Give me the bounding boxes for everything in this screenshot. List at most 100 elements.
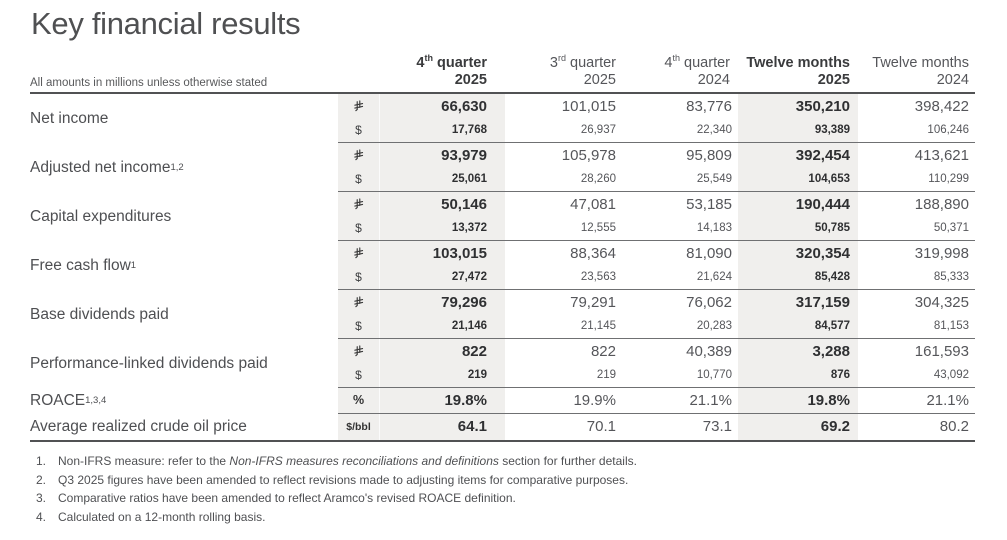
- row-label: Base dividends paid: [30, 305, 169, 323]
- value-cell: 85,333: [933, 271, 969, 283]
- table-row: $ 13,372 12,555 14,183 50,785 50,371: [338, 216, 975, 240]
- value-cell: 106,246: [927, 124, 969, 136]
- value-cell: 319,998: [914, 244, 969, 262]
- value-cell: 219: [596, 369, 616, 381]
- value-cell: 21.1%: [926, 391, 969, 409]
- table-row: % 19.8% 19.9% 21.1% 19.8% 21.1%: [338, 388, 975, 413]
- footnotes: 1. Non-IFRS measure: refer to the Non-IF…: [36, 452, 637, 526]
- value-cell: 93,979: [380, 143, 505, 167]
- table-row: $/bbl 64.1 70.1 73.1 69.2 80.2: [338, 413, 975, 440]
- value-cell: 81,090: [686, 244, 732, 262]
- table-row: 66,630 101,015 83,776 350,210 398,422: [338, 94, 975, 118]
- row-label: ROACE 1,3,4: [30, 391, 107, 409]
- value-cell: 93,389: [738, 118, 858, 142]
- table-row: $ 25,061 28,260 25,549 104,653 110,299: [338, 167, 975, 191]
- value-cell: 76,062: [686, 293, 732, 311]
- value-cell: 88,364: [570, 244, 616, 262]
- value-cell: 104,653: [738, 167, 858, 191]
- dollar-sign-icon: $: [338, 363, 380, 387]
- table-row: 79,296 79,291 76,062 317,159 304,325: [338, 290, 975, 314]
- value-cell: 317,159: [738, 290, 858, 314]
- table-row: $ 27,472 23,563 21,624 85,428 85,333: [338, 265, 975, 289]
- row-label: Adjusted net income 1,2: [30, 158, 184, 176]
- value-cell: 190,444: [738, 192, 858, 216]
- dollar-sign-icon: $: [338, 216, 380, 240]
- value-cell: 50,371: [933, 222, 969, 234]
- value-cell: 21,145: [580, 320, 616, 332]
- row-group-adjusted-net-income: Adjusted net income 1,2 93,979 105,978 95…: [30, 143, 975, 192]
- value-cell: 47,081: [570, 195, 616, 213]
- page-title: Key financial results: [31, 6, 301, 41]
- row-label: Net income: [30, 109, 109, 127]
- row-group-capital-expenditures: Capital expenditures 50,146 47,081 53,18…: [30, 192, 975, 241]
- value-cell: 25,061: [380, 167, 505, 191]
- column-header-q4-2024: 4th quarter 2024: [664, 53, 730, 89]
- table-row: $ 219 219 10,770 876 43,092: [338, 363, 975, 387]
- row-group-roace: ROACE 1,3,4 % 19.8% 19.9% 21.1% 19.8% 21.…: [30, 388, 975, 414]
- column-header-twelve-months-2024: Twelve months 2024: [872, 54, 969, 89]
- column-header-q3-2025: 3rd quarter 2025: [549, 53, 616, 89]
- value-cell: 27,472: [380, 265, 505, 289]
- value-cell: 10,770: [696, 369, 732, 381]
- value-cell: 19.8%: [380, 388, 505, 413]
- table-header-row: All amounts in millions unless otherwise…: [30, 50, 975, 94]
- value-cell: 110,299: [928, 173, 969, 185]
- row-label: Capital expenditures: [30, 207, 172, 225]
- value-cell: 3,288: [738, 339, 858, 363]
- dollar-sign-icon: $: [338, 314, 380, 338]
- value-cell: 17,768: [380, 118, 505, 142]
- saudi-riyal-icon: [338, 290, 380, 314]
- value-cell: 28,260: [580, 173, 616, 185]
- table-row: 93,979 105,978 95,809 392,454 413,621: [338, 143, 975, 167]
- value-cell: 70.1: [586, 418, 616, 435]
- value-cell: 19.8%: [738, 388, 858, 413]
- value-cell: 73.1: [702, 418, 732, 435]
- table-row: 103,015 88,364 81,090 320,354 319,998: [338, 241, 975, 265]
- value-cell: 22,340: [696, 124, 732, 136]
- dollar-per-barrel-unit: $/bbl: [338, 413, 380, 440]
- table-row: $ 21,146 21,145 20,283 84,577 81,153: [338, 314, 975, 338]
- value-cell: 822: [590, 342, 616, 360]
- value-cell: 12,555: [580, 222, 616, 234]
- value-cell: 219: [380, 363, 505, 387]
- value-cell: 105,978: [561, 146, 616, 164]
- value-cell: 84,577: [738, 314, 858, 338]
- value-cell: 14,183: [696, 222, 732, 234]
- value-cell: 13,372: [380, 216, 505, 240]
- value-cell: 304,325: [914, 293, 969, 311]
- value-cell: 64.1: [380, 413, 505, 440]
- saudi-riyal-icon: [338, 94, 380, 118]
- financial-results-table: All amounts in millions unless otherwise…: [30, 50, 975, 442]
- dollar-sign-icon: $: [338, 167, 380, 191]
- value-cell: 79,296: [380, 290, 505, 314]
- value-cell: 95,809: [686, 146, 732, 164]
- row-group-performance-dividends: Performance-linked dividends paid 822 82…: [30, 339, 975, 388]
- value-cell: 320,354: [738, 241, 858, 265]
- value-cell: 85,428: [738, 265, 858, 289]
- column-header-q4-2025: 4th quarter 2025: [416, 53, 487, 89]
- value-cell: 53,185: [686, 195, 732, 213]
- value-cell: 822: [380, 339, 505, 363]
- value-cell: 161,593: [914, 342, 969, 360]
- value-cell: 876: [738, 363, 858, 387]
- row-label: Average realized crude oil price: [30, 417, 247, 435]
- row-group-base-dividends: Base dividends paid 79,296 79,291 76,062…: [30, 290, 975, 339]
- saudi-riyal-icon: [338, 241, 380, 265]
- value-cell: 40,389: [686, 342, 732, 360]
- table-row: 50,146 47,081 53,185 190,444 188,890: [338, 192, 975, 216]
- value-cell: 350,210: [738, 94, 858, 118]
- value-cell: 80.2: [939, 418, 969, 435]
- footnote: 3. Comparative ratios have been amended …: [36, 491, 516, 506]
- dollar-sign-icon: $: [338, 118, 380, 142]
- row-label: Performance-linked dividends paid: [30, 354, 268, 372]
- row-group-crude-oil-price: Average realized crude oil price $/bbl 6…: [30, 413, 975, 440]
- footnote: 4. Calculated on a 12-month rolling basi…: [36, 509, 266, 524]
- value-cell: 66,630: [380, 94, 505, 118]
- saudi-riyal-icon: [338, 192, 380, 216]
- row-group-net-income: Net income 66,630 101,015 83,776 350,210…: [30, 94, 975, 143]
- value-cell: 81,153: [933, 320, 969, 332]
- value-cell: 50,785: [738, 216, 858, 240]
- value-cell: 19.9%: [573, 391, 616, 409]
- value-cell: 83,776: [686, 97, 732, 115]
- value-cell: 25,549: [696, 173, 732, 185]
